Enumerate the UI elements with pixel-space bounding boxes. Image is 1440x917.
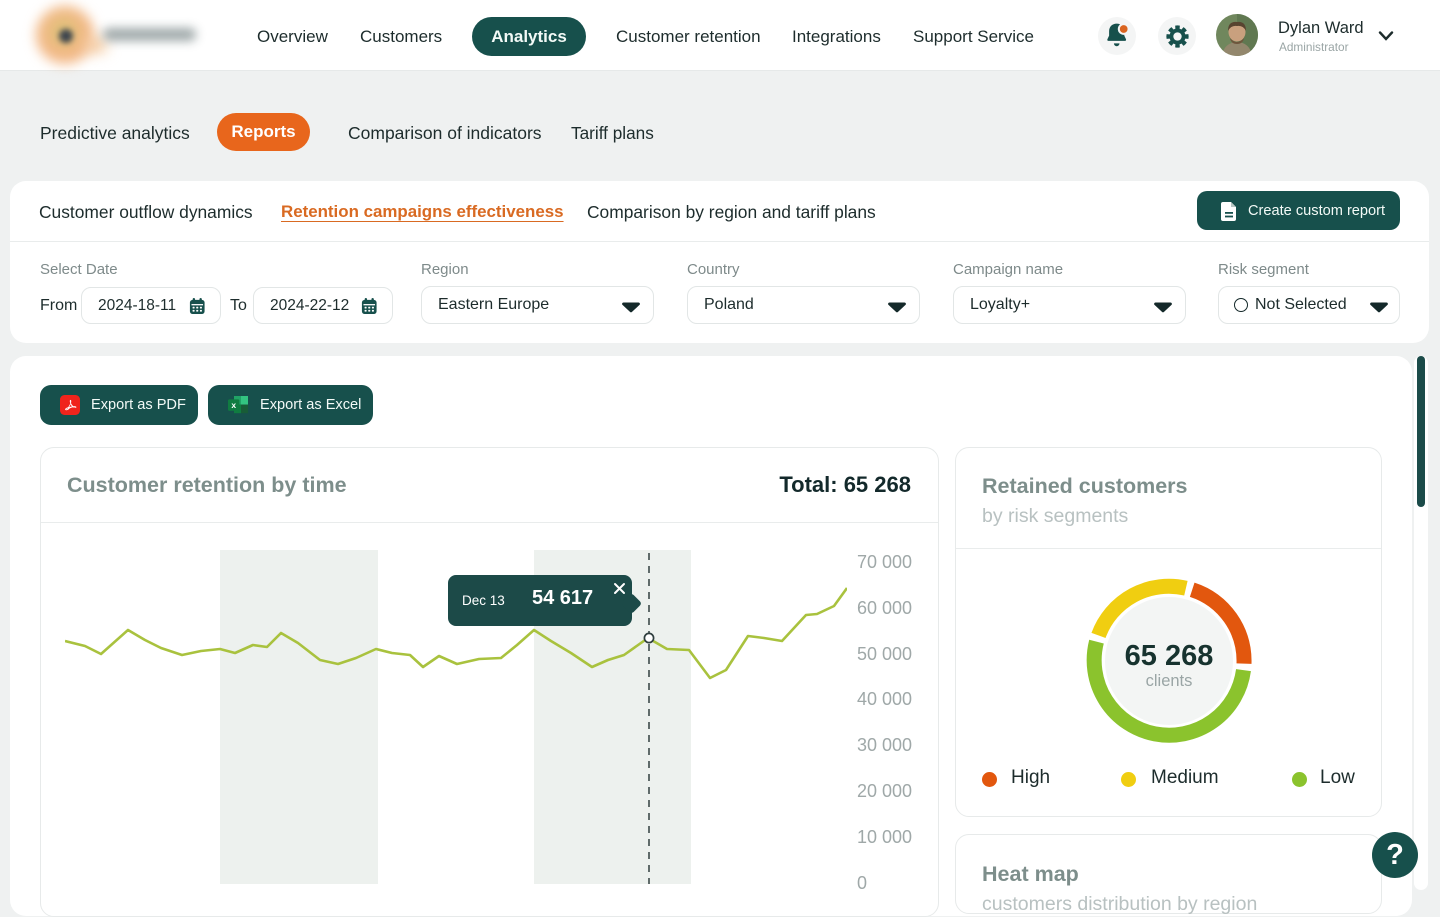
svg-text:clients: clients: [1146, 672, 1193, 690]
svg-text:65 268: 65 268: [1125, 640, 1214, 672]
svg-text:x: x: [231, 400, 236, 410]
